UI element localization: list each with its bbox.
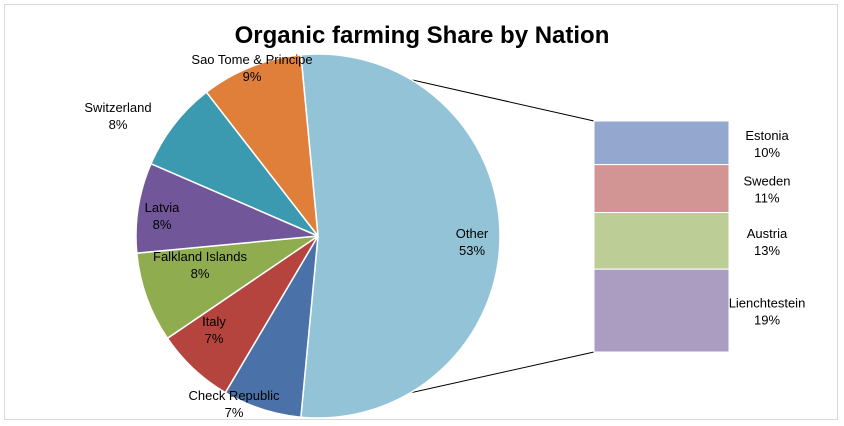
pie-slice-switzerland: [149, 91, 319, 237]
breakout-segment-lienchtestein: [593, 268, 730, 353]
slice-label-name: Other: [456, 226, 489, 241]
breakout-label-pct: 11%: [754, 191, 779, 206]
breakout-segment-austria: [593, 212, 730, 270]
breakout-label-pct: 19%: [754, 313, 780, 328]
slice-label-name: Latvia: [145, 200, 180, 215]
slice-label-pct: 8%: [153, 217, 172, 232]
slice-label-pct: 7%: [225, 405, 244, 420]
chart-title: Organic farming Share by Nation: [234, 22, 610, 49]
pie-slice-other: [300, 53, 501, 419]
slice-label-name: Check Republic: [188, 388, 280, 403]
breakout-label-pct: 13%: [754, 243, 780, 258]
slice-label-pct: 8%: [191, 266, 210, 281]
breakout-segment-estonia: [593, 120, 730, 166]
breakout-label-name: Estonia: [745, 128, 789, 143]
slice-label-name: Falkland Islands: [153, 249, 247, 264]
breakout-label-name: Lienchtestein: [729, 296, 806, 311]
slice-label-pct: 7%: [205, 331, 224, 346]
slice-label-name: Sao Tome & Principe: [191, 52, 312, 67]
breakout-label-name: Sweden: [744, 174, 791, 189]
breakout-label-name: Austria: [747, 226, 788, 241]
slice-label-name: Switzerland: [84, 100, 151, 115]
slice-label-pct: 53%: [459, 243, 485, 258]
pie-slice-sao-tome-principe: [205, 53, 319, 239]
slice-label-name: Italy: [202, 314, 226, 329]
breakout-label-pct: 10%: [754, 145, 780, 160]
pie-slice-falkland-islands: [135, 235, 319, 340]
breakout-segment-sweden: [593, 164, 730, 214]
pie-slice-latvia: [135, 162, 319, 254]
slice-label-pct: 9%: [243, 69, 262, 84]
slice-label-pct: 8%: [109, 117, 128, 132]
